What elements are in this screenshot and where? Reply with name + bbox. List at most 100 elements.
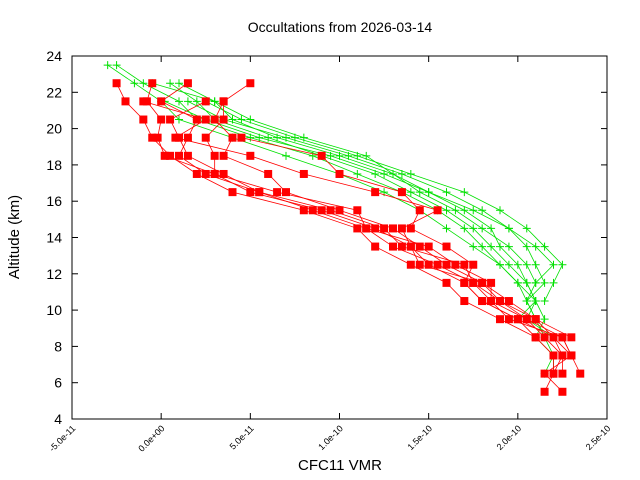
red-series-point [406,224,415,233]
green-series-point [531,260,540,269]
y-tick-label: 12 [46,266,62,282]
green-series-point [362,151,371,160]
green-series-point [175,79,183,88]
red-series-point [139,115,148,124]
green-series-point [112,61,121,70]
green-series-point [326,151,335,160]
green-series-point [451,206,460,215]
red-series-point [160,151,169,160]
red-series-point [166,151,175,160]
green-series-point [513,278,522,287]
red-series-point [175,151,183,160]
red-series-point [406,260,415,269]
y-tick-label: 20 [46,121,62,137]
green-series-point [478,242,487,251]
y-tick-label: 10 [46,302,62,318]
red-series-point [335,169,344,178]
green-series-point [210,97,219,106]
red-series-point [549,333,558,342]
green-series-point [469,224,478,233]
green-series-point [192,97,201,106]
green-series-point [237,115,246,124]
red-series-point [273,188,282,197]
red-series-point [183,79,192,88]
red-series-point [451,260,460,269]
red-series-point [558,369,567,378]
red-series-point [487,278,496,287]
red-series-point [326,206,335,215]
red-series-point [246,151,255,160]
red-series-point [424,260,433,269]
red-series-point [531,333,540,342]
red-series-point [415,260,424,269]
red-series-point [522,315,531,324]
x-axis-label: CFC11 VMR [298,457,382,474]
red-series-point [504,297,513,306]
green-series-point [406,188,415,197]
red-series-point [460,278,469,287]
red-series-profile-line-2 [160,82,581,374]
green-series-point [504,224,513,233]
y-tick-label: 14 [46,230,62,246]
red-series-point [415,206,424,215]
red-series-point [487,297,496,306]
red-series-point [442,260,451,269]
green-series-profile-line-5 [205,101,563,302]
green-series-point [531,297,540,306]
green-series-point [522,260,531,269]
red-series-point [460,297,469,306]
red-series-point [433,260,442,269]
red-series-point [201,169,210,178]
red-series-point [371,242,380,251]
red-series-profile-line-1 [146,83,572,393]
red-series-point [478,297,487,306]
green-series-point [424,188,433,197]
green-series-profile-line-3 [152,82,537,320]
red-series-point [121,97,130,106]
green-series-point [496,260,504,269]
red-series-point [219,115,228,124]
green-series-point [558,260,567,269]
red-series-point [380,224,389,233]
red-series-point [558,351,567,360]
green-series-point [478,224,487,233]
red-series-point [264,169,273,178]
red-series-point [496,297,504,306]
red-series-point [371,188,380,197]
red-series-point [576,369,585,378]
red-series-point [317,151,326,160]
green-series-point [478,206,487,215]
green-series-point [504,242,513,251]
green-series-point [183,97,192,106]
x-tick-label: -5.0e-11 [47,423,77,453]
red-series-profile-line-6 [143,100,572,338]
green-series-point [522,224,531,233]
green-series-point [139,79,148,88]
red-series-point [157,115,166,124]
chart-title: Occultations from 2026-03-14 [248,19,433,35]
red-series-point [201,115,210,124]
green-series-point [442,206,451,215]
green-series-point [282,151,290,160]
x-tick-label: 2.5e-10 [584,423,613,452]
y-tick-label: 22 [46,84,62,100]
green-series-point [522,242,531,251]
x-tick-label: 5.0e-11 [228,423,256,451]
red-series-point [540,369,549,378]
green-series-point [469,242,478,251]
red-series-point [237,133,246,142]
red-series-point [183,151,192,160]
red-series-point [148,133,157,142]
red-series-point [469,278,478,287]
y-tick-label: 18 [46,157,62,173]
red-series-point [219,97,228,106]
red-series-point [210,115,219,124]
y-tick-label: 6 [54,375,62,391]
green-series-point [496,206,504,215]
red-series-point [166,115,175,124]
red-series-point [424,242,433,251]
red-series-point [397,242,406,251]
red-series-point [201,97,210,106]
green-series-point [469,206,478,215]
